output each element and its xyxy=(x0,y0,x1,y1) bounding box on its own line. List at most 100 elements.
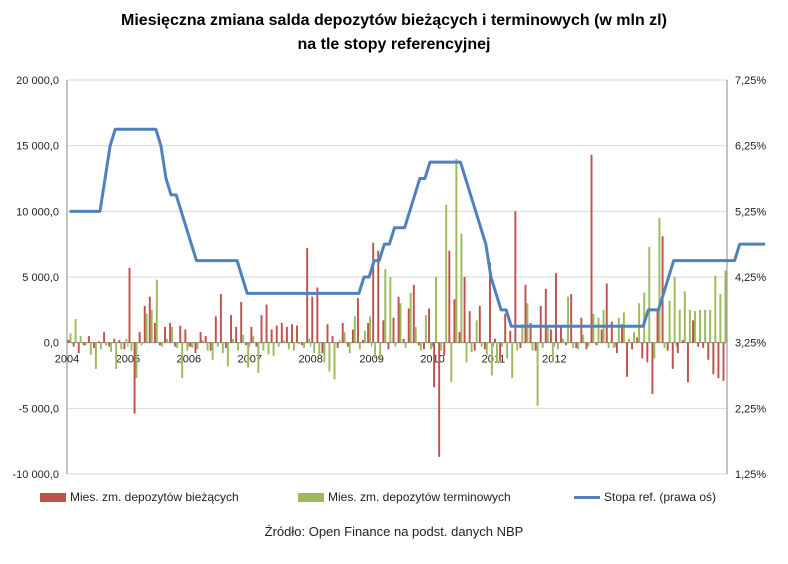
y-right-tick-label: 3,25% xyxy=(735,338,766,350)
bar-terminowe xyxy=(318,342,321,356)
x-tick-label: 2010 xyxy=(420,354,444,366)
bar-terminowe xyxy=(592,313,595,343)
bar-biezace xyxy=(438,342,441,457)
bar-biezace xyxy=(631,342,634,350)
bar-terminowe xyxy=(343,332,346,343)
bar-biezace xyxy=(372,242,375,343)
bar-biezace xyxy=(98,341,100,343)
bar-biezace xyxy=(72,342,75,347)
bar-biezace xyxy=(417,342,420,346)
bar-terminowe xyxy=(460,233,463,343)
bar-biezace xyxy=(209,342,212,351)
bar-terminowe xyxy=(648,246,651,343)
line-stopa-ref xyxy=(69,127,766,328)
bar-biezace xyxy=(301,342,304,346)
bar-terminowe xyxy=(338,340,341,343)
y-right-tick-label: 5,25% xyxy=(735,206,766,218)
bar-biezace xyxy=(494,338,496,343)
bar-terminowe xyxy=(526,303,529,343)
bar-biezace xyxy=(529,322,532,343)
bar-biezace xyxy=(407,308,410,343)
bar-terminowe xyxy=(424,315,427,343)
bar-terminowe xyxy=(110,342,113,352)
bar-terminowe xyxy=(115,342,118,369)
bar-biezace xyxy=(554,273,557,343)
bar-biezace xyxy=(224,342,227,348)
bar-terminowe xyxy=(394,342,397,347)
bar-terminowe xyxy=(582,334,585,343)
bar-biezace xyxy=(270,329,273,343)
bar-terminowe xyxy=(69,333,72,343)
bar-biezace xyxy=(717,342,720,379)
bar-biezace xyxy=(321,342,324,354)
bar-biezace xyxy=(499,342,502,362)
x-tick-label: 2008 xyxy=(298,354,322,366)
bar-biezace xyxy=(595,342,598,346)
x-tick-label: 2007 xyxy=(238,354,262,366)
bar-biezace xyxy=(636,337,639,343)
bar-biezace xyxy=(565,342,568,346)
bar-biezace xyxy=(311,296,314,343)
bar-terminowe xyxy=(419,342,422,351)
bar-biezace xyxy=(402,338,405,343)
bar-biezace xyxy=(158,342,161,346)
bar-biezace xyxy=(697,342,700,347)
bar-biezace xyxy=(199,332,202,343)
bar-terminowe xyxy=(181,342,184,379)
bar-terminowe xyxy=(166,338,168,343)
bar-terminowe xyxy=(480,342,483,347)
x-tick-label: 2004 xyxy=(55,354,79,366)
bar-biezace xyxy=(351,329,354,343)
bar-terminowe xyxy=(79,336,82,343)
bar-biezace xyxy=(478,305,481,343)
y-right-tick-label: 7,25% xyxy=(735,75,766,87)
bar-terminowe xyxy=(191,342,194,348)
bar-biezace xyxy=(575,342,578,348)
bar-terminowe xyxy=(348,342,351,354)
bar-terminowe xyxy=(89,342,92,355)
bar-biezace xyxy=(174,342,177,347)
bar-terminowe xyxy=(658,217,661,343)
bar-biezace xyxy=(123,342,126,350)
bar-terminowe xyxy=(673,277,676,343)
chart-title: Miesięczna zmiana salda depozytów bieżąc… xyxy=(121,12,667,29)
bar-terminowe xyxy=(186,342,189,351)
bar-terminowe xyxy=(389,277,392,343)
bar-biezace xyxy=(422,342,425,350)
bar-terminowe xyxy=(171,326,174,343)
bar-biezace xyxy=(336,342,339,348)
bar-terminowe xyxy=(501,342,504,347)
bar-terminowe xyxy=(668,300,671,343)
bar-biezace xyxy=(382,320,385,343)
bar-terminowe xyxy=(521,324,524,343)
bar-terminowe xyxy=(313,342,316,354)
bar-terminowe xyxy=(100,342,102,350)
bar-terminowe xyxy=(455,158,458,343)
bar-biezace xyxy=(549,329,552,343)
bar-biezace xyxy=(280,322,283,343)
bar-biezace xyxy=(712,342,715,375)
bar-terminowe xyxy=(546,326,549,343)
bar-terminowe xyxy=(567,296,570,343)
bar-terminowe xyxy=(577,342,580,350)
source-note: Źródło: Open Finance na podst. danych NB… xyxy=(264,524,524,539)
bar-biezace xyxy=(341,322,344,343)
bar-biezace xyxy=(686,342,689,383)
bar-biezace xyxy=(463,277,466,343)
bar-terminowe xyxy=(369,316,372,343)
bar-terminowe xyxy=(105,342,108,346)
bar-terminowe xyxy=(704,309,707,343)
bar-biezace xyxy=(620,324,623,343)
bar-biezace xyxy=(666,342,669,351)
bar-terminowe xyxy=(94,342,97,369)
bar-terminowe xyxy=(232,338,234,343)
bar-terminowe xyxy=(140,342,143,346)
bar-terminowe xyxy=(516,342,519,351)
bar-biezace xyxy=(316,287,319,343)
bar-biezace xyxy=(468,311,471,343)
bar-terminowe xyxy=(678,309,681,343)
bar-terminowe xyxy=(531,342,534,351)
bar-terminowe xyxy=(150,309,153,343)
bar-terminowe xyxy=(308,338,311,343)
bar-biezace xyxy=(255,342,258,347)
